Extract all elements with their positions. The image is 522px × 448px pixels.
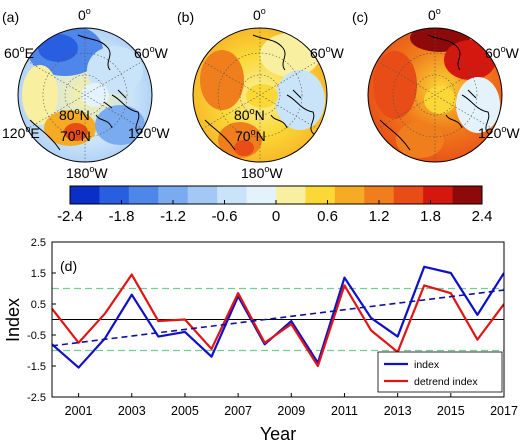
map-b-lon-right: 60oW	[310, 44, 345, 61]
legend-label-index: index	[414, 359, 440, 371]
map-a-lon-right: 60oW	[134, 44, 169, 61]
reference-lines	[52, 287, 504, 352]
colorbar-cell	[187, 186, 218, 204]
map-c-lon-top: 0o	[428, 6, 441, 23]
legend-label-detrend-index: detrend index	[414, 376, 478, 388]
colorbar-tick-label: 2.4	[472, 208, 493, 225]
colorbar-cell	[99, 186, 130, 204]
series-line-detrend-index	[52, 273, 504, 368]
map-c-coastlines	[379, 34, 491, 151]
x-tick-label: 2009	[277, 404, 305, 418]
chart-panel-label: (d)	[60, 258, 77, 274]
map-a-lat-80: 80oN	[59, 106, 90, 123]
x-axis-ticks: 2001 2003 2005 2007 2009 2011 2013 2015 2017	[65, 393, 518, 418]
colorbar-cell	[334, 186, 365, 204]
map-a-lat-70: 70oN	[60, 127, 91, 144]
colorbar-cell	[128, 186, 159, 204]
map-c-border	[367, 27, 503, 163]
legend: index detrend index	[377, 351, 503, 393]
colorbar-cell	[70, 186, 100, 204]
plot-frame	[51, 241, 505, 398]
x-tick-label: 2005	[171, 404, 199, 418]
map-a-lon-bottom: 180oW	[66, 164, 108, 181]
map-b-lat-80: 80oN	[234, 106, 265, 123]
x-tick-label: 2013	[384, 404, 412, 418]
series-layer	[52, 265, 504, 369]
x-axis-label: Year	[260, 424, 296, 444]
colorbar-cell	[393, 186, 424, 204]
x-tick-label: 2015	[437, 404, 465, 418]
x-tick-label: 2003	[118, 404, 146, 418]
map-b-border	[192, 27, 328, 163]
colorbar-tick-label: 1.8	[420, 208, 441, 225]
map-c-lon-right: 60oW	[485, 44, 520, 61]
map-a-lon-left: 60oE	[4, 44, 34, 61]
colorbar-tick-label: -1.8	[109, 208, 135, 225]
y-tick-label: -1.5	[27, 361, 46, 373]
y-tick-label: 0.5	[31, 299, 46, 311]
colorbar-cell	[364, 186, 395, 204]
legend-box	[377, 351, 503, 393]
map-panel-c: (c) 0o 60oW 120oW	[352, 6, 520, 163]
map-b-coastlines	[204, 34, 316, 151]
map-b-lon-bottom: 180oW	[241, 164, 283, 181]
colorbar-tick-label: -0.6	[212, 208, 238, 225]
colorbar-cell	[423, 186, 454, 204]
map-b-label: (b)	[177, 9, 194, 25]
colorbar-tick-label: 0.6	[317, 208, 338, 225]
y-axis-label: Index	[3, 298, 23, 342]
colorbar-cell	[217, 186, 248, 204]
map-a-label: (a)	[2, 9, 19, 25]
map-b-lat-70: 70oN	[235, 127, 266, 144]
x-tick-label: 2011	[331, 404, 358, 418]
map-a-lon-bottom-left: 120oE	[2, 124, 40, 141]
x-tick-label: 2001	[65, 404, 93, 418]
y-tick-label: -0.5	[27, 330, 46, 342]
map-c-lon-bottom-right: 120oW	[478, 124, 520, 141]
line-chart: 2001 2003 2005 2007 2009 2011 2013 2015 2017 -2.…	[3, 237, 518, 444]
y-tick-label: -2.5	[27, 392, 46, 404]
colorbar-cells	[70, 186, 483, 204]
map-panel-a: (a) 0o 60oE 60oW 120oE 120oW 180oW 80oN …	[2, 6, 170, 181]
x-tick-label: 2007	[224, 404, 252, 418]
map-panel-b: (b) 0o 60oW 180oW 80oN 70oN	[177, 6, 345, 181]
map-a-gridlines	[26, 28, 144, 162]
y-tick-label: 1.5	[31, 268, 46, 280]
y-axis-ticks: -2.5 -1.5 -0.5 0.5 1.5 2.5	[27, 237, 56, 404]
colorbar-tick-label: 1.2	[369, 208, 390, 225]
colorbar-tick-label: -2.4	[57, 208, 83, 225]
colorbar-cell	[158, 186, 189, 204]
colorbar-cell	[276, 186, 306, 204]
colorbar: -2.4 -1.8 -1.2 -0.6 0 0.6 1.2 1.8 2.4	[57, 185, 492, 225]
colorbar-tick-label: -1.2	[160, 208, 186, 225]
map-b-lon-top: 0o	[253, 6, 266, 23]
colorbar-cell	[452, 186, 483, 204]
colorbar-tick-label: 0	[272, 208, 280, 225]
map-c-gridlines	[376, 28, 494, 162]
map-a-lon-top: 0o	[78, 6, 91, 23]
colorbar-cell	[246, 186, 277, 204]
y-tick-label: 2.5	[31, 237, 46, 249]
map-c-label: (c)	[352, 9, 368, 25]
map-a-lon-bottom-right: 120oW	[128, 124, 170, 141]
map-a-coastlines	[29, 34, 141, 151]
x-tick-label: 2017	[490, 404, 518, 418]
map-b-gridlines	[201, 28, 319, 162]
map-a-border	[17, 27, 153, 163]
colorbar-cell	[305, 186, 336, 204]
trend-line	[52, 289, 504, 347]
colorbar-ticks: -2.4 -1.8 -1.2 -0.6 0 0.6 1.2 1.8 2.4	[57, 200, 492, 225]
